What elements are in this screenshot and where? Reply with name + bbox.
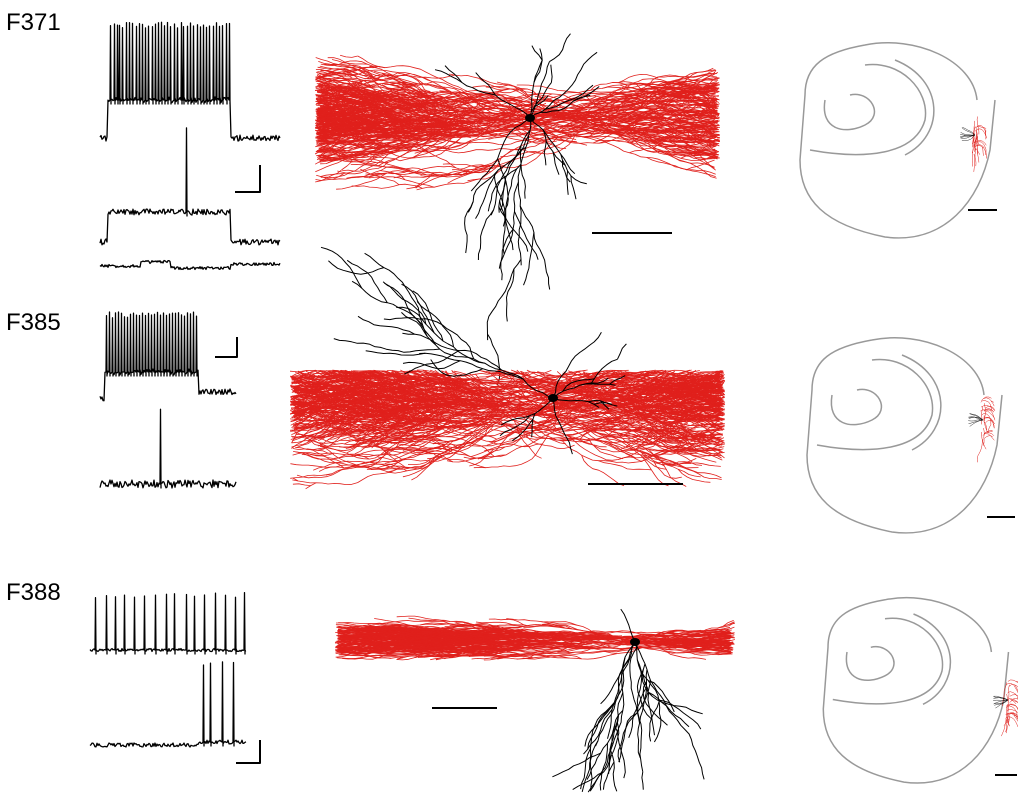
dendrite <box>520 206 550 290</box>
dendrite <box>465 202 474 254</box>
dendrite <box>588 704 614 750</box>
section-outline <box>833 618 943 704</box>
trace <box>90 593 246 654</box>
axon <box>988 425 991 434</box>
dendrite <box>603 762 614 790</box>
dendrite <box>551 65 552 83</box>
axon <box>340 55 358 57</box>
dendrite <box>507 269 514 322</box>
dendrite <box>600 743 607 790</box>
soma <box>630 638 640 646</box>
section-outline <box>800 43 995 238</box>
dendrite <box>321 247 362 288</box>
axon <box>1008 680 1018 683</box>
section-outline <box>895 60 934 155</box>
axon <box>306 483 317 489</box>
axon <box>563 441 646 463</box>
dendrite <box>642 664 703 714</box>
axon <box>641 455 669 486</box>
dendrite <box>573 772 604 790</box>
dendrite <box>552 753 600 777</box>
dendrite <box>601 659 630 704</box>
soma <box>525 114 535 122</box>
axon <box>292 469 397 484</box>
axon <box>337 162 388 174</box>
section-outline <box>824 94 874 129</box>
dendrite <box>642 772 643 790</box>
axon <box>685 463 721 467</box>
dendrite <box>488 334 500 385</box>
trace <box>100 261 280 270</box>
axon <box>448 169 487 184</box>
section-outline <box>902 355 941 450</box>
section-outline <box>831 389 881 424</box>
trace <box>100 128 280 245</box>
dendrite <box>553 152 559 175</box>
section-outline <box>810 64 926 154</box>
axon <box>977 145 979 163</box>
dendrite <box>487 259 521 340</box>
dendrite <box>478 210 493 260</box>
section-outline <box>807 338 1002 533</box>
axon <box>984 432 994 435</box>
trace <box>100 22 280 141</box>
axon <box>975 148 976 166</box>
axon <box>978 439 983 456</box>
section-outline <box>823 598 1008 783</box>
axon <box>974 154 975 172</box>
dendrite <box>617 344 626 359</box>
dendrite <box>403 361 460 369</box>
panel-label: F371 <box>6 9 61 36</box>
dendrite <box>328 261 383 275</box>
axon <box>293 484 311 486</box>
axon <box>1001 719 1006 736</box>
section-outline <box>914 614 951 704</box>
dendrite <box>366 351 426 355</box>
section-outline <box>817 359 933 449</box>
axon <box>982 413 991 424</box>
axon <box>1008 685 1009 703</box>
scale-bar <box>235 165 260 192</box>
dendrite <box>334 339 440 353</box>
soma <box>548 394 558 402</box>
dendrite <box>550 34 571 62</box>
dendrite <box>491 136 528 216</box>
dendrite <box>567 171 568 195</box>
panel-label: F385 <box>6 309 61 336</box>
axon <box>975 146 986 155</box>
figure: F371 F385 F388 <box>0 0 1018 794</box>
dendrite <box>524 232 534 285</box>
axon <box>991 420 995 428</box>
dendrite <box>611 750 617 791</box>
section-outline <box>846 647 894 681</box>
axon <box>982 147 983 156</box>
trace <box>90 662 246 747</box>
panel-label: F388 <box>6 579 61 606</box>
axon <box>1006 683 1018 693</box>
scale-bar <box>215 337 237 357</box>
axon <box>981 398 994 406</box>
trace <box>100 409 236 488</box>
